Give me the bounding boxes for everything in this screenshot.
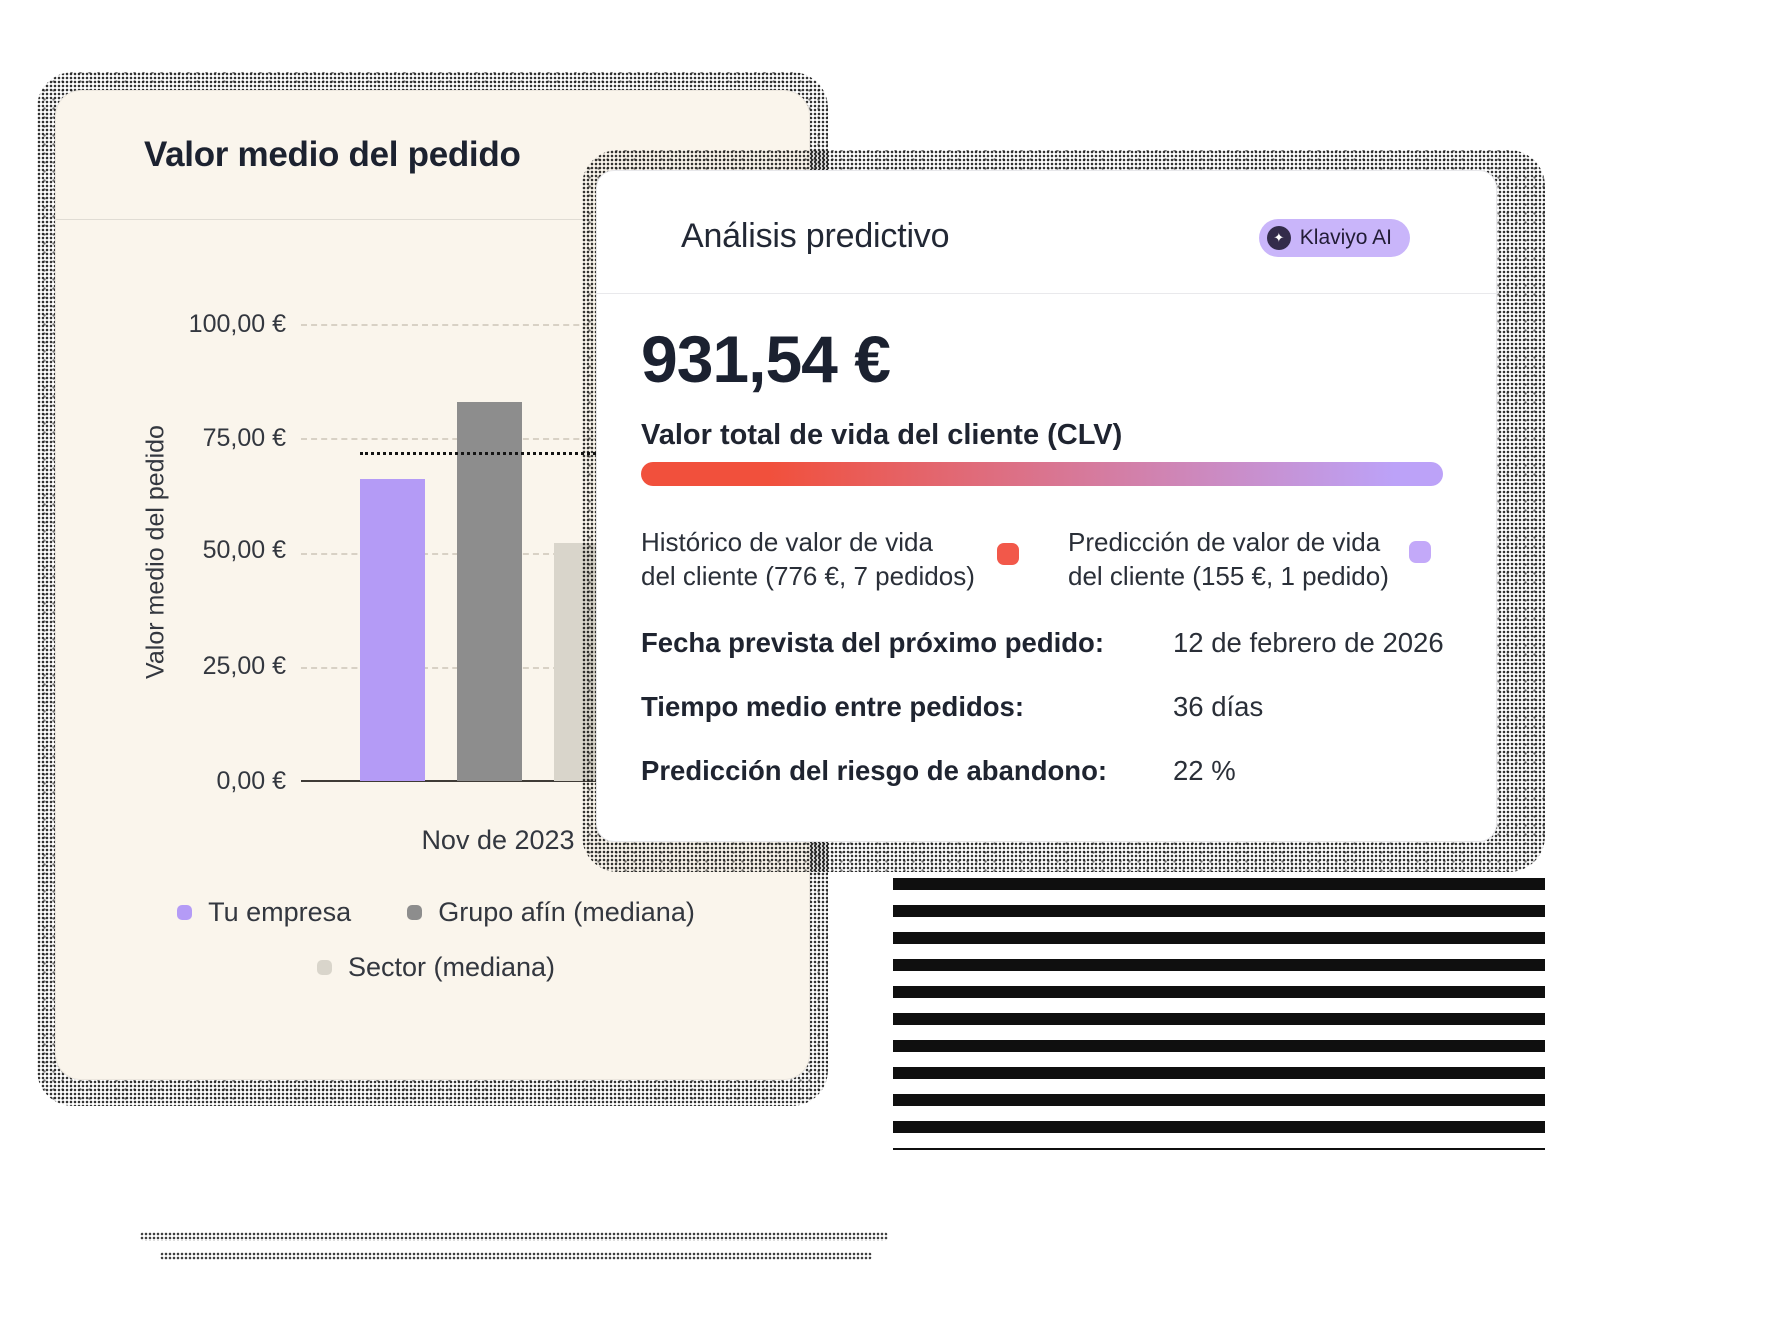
legend-item-sector: Sector (mediana) bbox=[316, 952, 556, 983]
historic-clv-swatch bbox=[997, 543, 1019, 565]
legend-label: Grupo afín (mediana) bbox=[438, 897, 695, 927]
y-tick-50: 50,00 € bbox=[202, 536, 286, 564]
chart-legend: Tu empresa Grupo afín (mediana) Sector (… bbox=[116, 897, 756, 983]
stat-value: 22 % bbox=[1173, 755, 1236, 786]
aov-header-divider bbox=[56, 219, 809, 220]
y-tick-100: 100,00 € bbox=[188, 310, 286, 338]
clv-gradient-bar bbox=[641, 462, 1443, 486]
predictive-card-title: Análisis predictivo bbox=[681, 217, 950, 255]
stat-label: Fecha prevista del próximo pedido: bbox=[641, 627, 1105, 658]
legend-row: Sector (mediana) bbox=[316, 952, 556, 983]
historic-clv-legend-text: Histórico de valor de vida del cliente (… bbox=[641, 525, 975, 593]
predicted-clv-line1: Predicción de valor de vida bbox=[1068, 527, 1381, 557]
legend-label: Sector (mediana) bbox=[347, 952, 556, 982]
bottom-grain-band bbox=[160, 1252, 872, 1260]
stat-label: Predicción del riesgo de abandono: bbox=[641, 755, 1108, 786]
stat-value: 36 días bbox=[1173, 691, 1264, 722]
predictive-header-divider bbox=[597, 293, 1496, 294]
sparkle-icon: ✦ bbox=[1266, 226, 1291, 250]
historic-clv-line2: del cliente (776 €, 7 pedidos) bbox=[641, 561, 975, 591]
gridline-25 bbox=[301, 667, 781, 669]
stat-label: Tiempo medio entre pedidos: bbox=[641, 691, 1025, 722]
legend-item-grupo-afin: Grupo afín (mediana) bbox=[407, 897, 695, 928]
legend-swatch-gray bbox=[407, 905, 423, 920]
legend-swatch-purple bbox=[177, 905, 193, 920]
predicted-clv-swatch bbox=[1409, 541, 1431, 563]
x-axis-tick-label: Nov de 2023 bbox=[421, 825, 575, 855]
y-tick-25: 25,00 € bbox=[202, 652, 286, 680]
bar-tu-empresa bbox=[360, 479, 425, 781]
gridline-75 bbox=[301, 438, 781, 440]
clv-value: 931,54 € bbox=[641, 322, 891, 396]
stat-row-next-order-date: Fecha prevista del próximo pedido: 12 de… bbox=[641, 625, 1452, 661]
bottom-grain-band bbox=[140, 1232, 888, 1241]
klaviyo-ai-badge: ✦ Klaviyo AI bbox=[1258, 219, 1410, 257]
gridline-50 bbox=[301, 553, 781, 555]
y-tick-0: 0,00 € bbox=[216, 767, 286, 795]
predictive-analysis-card: Análisis predictivo ✦ Klaviyo AI 931,54 … bbox=[596, 170, 1497, 842]
benchmark-dotted-line bbox=[360, 452, 781, 455]
stat-value: 12 de febrero de 2026 bbox=[1173, 627, 1444, 658]
aov-card-title: Valor medio del pedido bbox=[144, 135, 521, 174]
x-axis-line bbox=[301, 780, 781, 782]
legend-label: Tu empresa bbox=[208, 897, 352, 927]
clv-label: Valor total de vida del cliente (CLV) bbox=[641, 419, 1123, 451]
bar-grupo-afin bbox=[457, 402, 522, 781]
klaviyo-ai-badge-label: Klaviyo AI bbox=[1299, 226, 1392, 249]
predicted-clv-line2: del cliente (155 €, 1 pedido) bbox=[1068, 561, 1389, 591]
y-tick-75: 75,00 € bbox=[202, 424, 286, 452]
legend-item-tu-empresa: Tu empresa bbox=[177, 897, 351, 928]
bar-chart-plot-area bbox=[301, 324, 781, 782]
legend-swatch-light-gray bbox=[316, 960, 332, 975]
legend-row: Tu empresa Grupo afín (mediana) bbox=[177, 897, 695, 928]
stat-row-avg-time-between-orders: Tiempo medio entre pedidos: 36 días bbox=[641, 689, 1452, 725]
stat-row-churn-risk: Predicción del riesgo de abandono: 22 % bbox=[641, 753, 1452, 789]
predicted-clv-legend-text: Predicción de valor de vida del cliente … bbox=[1068, 525, 1389, 593]
gridline-100 bbox=[301, 324, 781, 326]
historic-clv-line1: Histórico de valor de vida bbox=[641, 527, 933, 557]
halftone-stripe-decoration bbox=[893, 878, 1545, 1150]
